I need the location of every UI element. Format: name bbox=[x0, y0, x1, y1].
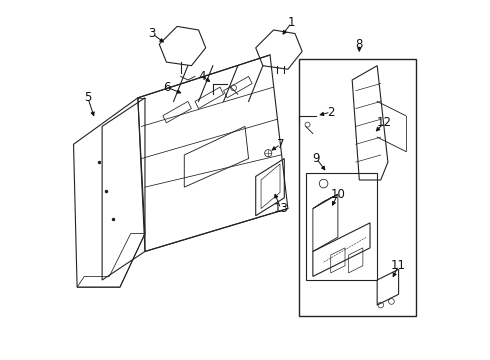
Text: 11: 11 bbox=[391, 259, 406, 272]
Text: 2: 2 bbox=[327, 105, 335, 119]
Text: 3: 3 bbox=[148, 27, 156, 40]
Text: 1: 1 bbox=[288, 16, 295, 29]
Text: 9: 9 bbox=[313, 152, 320, 165]
Text: 13: 13 bbox=[273, 202, 288, 215]
Text: 8: 8 bbox=[356, 38, 363, 51]
Text: 12: 12 bbox=[377, 116, 392, 129]
Text: 10: 10 bbox=[330, 188, 345, 201]
Text: 6: 6 bbox=[163, 81, 170, 94]
Text: 5: 5 bbox=[84, 91, 92, 104]
Text: 4: 4 bbox=[198, 70, 206, 83]
Text: 7: 7 bbox=[277, 138, 285, 151]
